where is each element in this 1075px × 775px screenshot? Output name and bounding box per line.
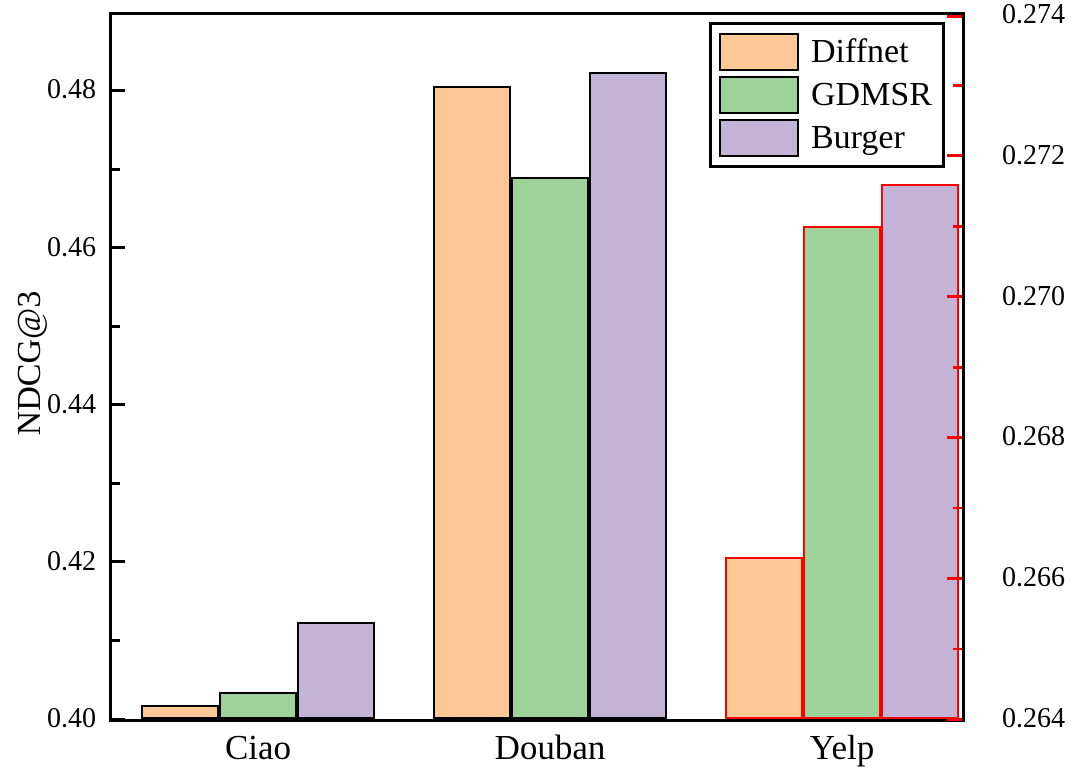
right-axis-major-tick [947,717,962,721]
right-axis-minor-tick [953,225,962,228]
legend-item-burger: Burger [719,118,938,158]
right-axis-tick-label: 0.268 [1002,421,1065,453]
bar-diffnet-yelp [725,557,803,719]
right-axis-major-tick [947,295,962,299]
right-axis-tick-label: 0.264 [1002,703,1065,734]
right-axis-major-tick [947,154,962,158]
right-axis-minor-tick [953,506,962,510]
bar-diffnet-douban [433,85,511,719]
left-axis-minor-tick [112,639,120,642]
left-axis-tick-label: 0.44 [47,388,96,420]
right-axis-major-tick [947,576,962,580]
left-axis-major-tick [112,246,125,250]
legend-swatch-burger [719,119,799,157]
legend-label-gdmsr: GDMSR [811,76,932,113]
category-label-yelp: Yelp [809,728,875,767]
right-axis-tick-label: 0.272 [1002,139,1065,171]
right-axis-minor-tick [953,647,962,651]
right-axis-minor-tick [953,366,962,369]
right-axis-tick-label: 0.274 [1002,0,1065,30]
right-axis-tick-label: 0.270 [1002,280,1065,312]
bar-burger-douban [589,71,667,719]
left-axis-tick-label: 0.42 [47,545,96,577]
right-axis-minor-tick [953,84,962,87]
legend-item-gdmsr: GDMSR [719,75,938,115]
left-axis-minor-tick [112,482,120,485]
left-axis-major-tick [112,403,125,407]
bar-gdmsr-yelp [803,226,881,719]
left-axis-major-tick [112,88,125,92]
legend-label-burger: Burger [811,119,905,156]
bar-gdmsr-douban [511,176,589,719]
left-axis-tick-label: 0.48 [47,74,96,106]
left-axis-minor-tick [112,168,120,171]
bar-burger-ciao [297,621,375,719]
legend-swatch-diffnet [719,33,799,71]
bar-diffnet-ciao [141,704,219,719]
legend-item-diffnet: Diffnet [719,32,938,72]
left-axis-major-tick [112,717,125,721]
left-axis-major-tick [112,560,125,564]
bar-gdmsr-ciao [219,692,297,719]
right-axis-tick-label: 0.266 [1002,562,1065,594]
category-label-douban: Douban [494,728,606,767]
right-axis-major-tick [947,15,962,18]
left-axis-minor-tick [112,325,120,328]
bar-burger-yelp [881,183,959,719]
legend-label-diffnet: Diffnet [811,33,909,70]
category-label-ciao: Ciao [224,728,292,767]
y-axis-title: NDCG@3 [11,290,48,436]
right-axis-major-tick [947,435,962,439]
legend-swatch-gdmsr [719,76,799,114]
legend: Diffnet GDMSR Burger [709,22,945,168]
left-axis-tick-label: 0.40 [47,703,96,734]
left-axis-tick-label: 0.46 [47,231,96,263]
